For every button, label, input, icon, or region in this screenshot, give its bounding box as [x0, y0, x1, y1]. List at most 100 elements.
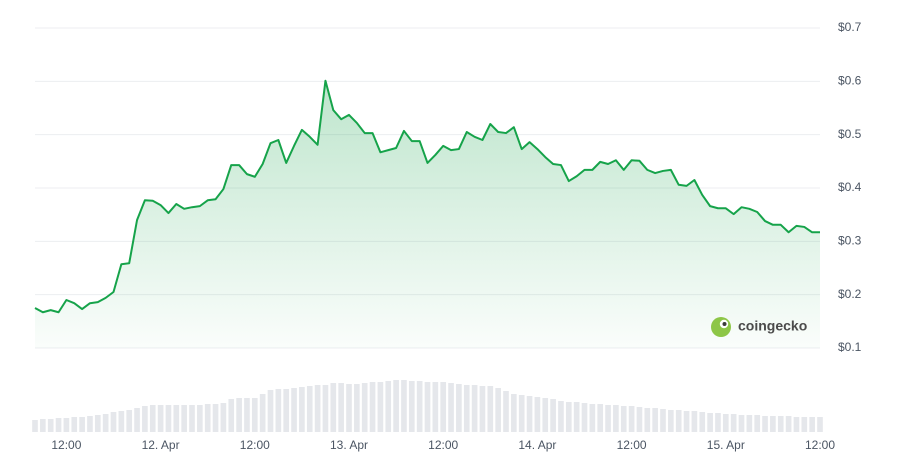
volume-bar — [652, 408, 658, 432]
volume-bar — [660, 409, 666, 432]
volume-bar — [149, 405, 156, 432]
watermark-text: coingecko — [738, 318, 807, 334]
volume-bar — [377, 382, 384, 432]
volume-bar — [730, 414, 737, 432]
volume-bar — [581, 403, 588, 432]
volume-bar — [526, 396, 533, 432]
volume-bar — [416, 381, 423, 432]
logo-pupil — [722, 322, 727, 326]
volume-bar — [722, 414, 729, 432]
volume-bar — [401, 380, 407, 432]
volume-bar — [801, 417, 808, 432]
volume-bar — [322, 385, 329, 432]
volume-bar — [597, 404, 604, 432]
volume-bar — [236, 398, 242, 432]
volume-bar — [432, 382, 439, 432]
watermark: coingecko — [711, 317, 807, 337]
volume-bar — [628, 406, 635, 432]
volume-bar — [817, 417, 823, 432]
volume-bar — [636, 407, 643, 432]
volume-bar — [456, 384, 462, 432]
volume-bar — [79, 417, 85, 432]
y-tick-label: $0.4 — [838, 180, 862, 194]
volume-bar — [134, 408, 140, 432]
volume-bar — [809, 417, 815, 432]
volume-bar — [424, 382, 431, 432]
volume-bar — [251, 398, 258, 432]
volume-bar — [534, 397, 541, 432]
volume-bar — [746, 415, 753, 432]
volume-bar — [668, 410, 674, 432]
volume-bar — [613, 405, 619, 432]
price-line — [34, 79, 820, 349]
volume-bar — [385, 381, 392, 432]
volume-bar — [565, 402, 572, 432]
x-tick-label: 12:00 — [617, 438, 647, 452]
volume-bar — [393, 380, 399, 432]
volume-bars — [32, 380, 823, 432]
volume-bar — [777, 416, 784, 432]
volume-bar — [518, 395, 525, 432]
volume-bar — [306, 386, 313, 432]
x-tick-label: 12:00 — [51, 438, 81, 452]
volume-bar — [126, 410, 133, 432]
volume-bar — [275, 389, 282, 432]
volume-bar — [503, 391, 509, 432]
axes: $0.1 $0.2 $0.3 $0.4 $0.5 $0.6 $0.7 12:00 12. Apr… — [51, 20, 861, 452]
volume-bar — [142, 406, 148, 432]
volume-bar — [487, 386, 494, 432]
volume-bar — [47, 419, 54, 432]
volume-bar — [479, 386, 486, 432]
volume-bar — [55, 418, 62, 432]
x-tick-label: 12:00 — [428, 438, 458, 452]
volume-bar — [762, 416, 768, 432]
volume-bar — [675, 410, 682, 432]
x-tick-label: 15. Apr — [707, 438, 745, 452]
volume-bar — [157, 405, 164, 432]
volume-bar — [228, 399, 235, 432]
y-tick-label: $0.5 — [838, 127, 862, 141]
volume-bar — [511, 394, 517, 432]
area-fill — [35, 80, 820, 349]
volume-bar — [244, 398, 250, 432]
volume-bar — [40, 419, 46, 432]
volume-bar — [330, 383, 337, 432]
volume-bar — [573, 402, 580, 432]
logo-icon — [711, 317, 731, 337]
volume-bar — [197, 405, 203, 432]
volume-bar — [738, 415, 745, 432]
y-tick-label: $0.3 — [838, 234, 862, 248]
volume-bar — [793, 417, 800, 432]
y-tick-label: $0.6 — [838, 74, 862, 88]
volume-bar — [291, 388, 297, 432]
volume-bar — [346, 384, 352, 432]
volume-bar — [63, 418, 70, 432]
volume-bar — [94, 415, 101, 432]
volume-bar — [118, 411, 125, 432]
volume-bar — [770, 416, 776, 432]
volume-bar — [691, 411, 698, 432]
volume-bar — [338, 383, 344, 432]
volume-bar — [605, 405, 611, 432]
volume-bar — [189, 405, 195, 432]
volume-bar — [408, 381, 415, 432]
x-tick-label: 14. Apr — [518, 438, 556, 452]
volume-bar — [699, 412, 706, 432]
volume-bar — [463, 385, 470, 432]
x-tick-label: 12:00 — [805, 438, 835, 452]
volume-bar — [173, 405, 180, 432]
volume-bar — [32, 420, 38, 432]
volume-bar — [785, 416, 792, 432]
volume-bar — [369, 382, 376, 432]
volume-bar — [448, 383, 454, 432]
volume-bar — [495, 388, 501, 432]
volume-bar — [715, 413, 721, 432]
volume-bar — [558, 401, 564, 432]
volume-bar — [102, 414, 109, 432]
x-tick-label: 13. Apr — [330, 438, 368, 452]
volume-bar — [542, 398, 549, 432]
volume-bar — [267, 390, 274, 432]
volume-bar — [354, 384, 360, 432]
volume-bar — [683, 411, 690, 432]
